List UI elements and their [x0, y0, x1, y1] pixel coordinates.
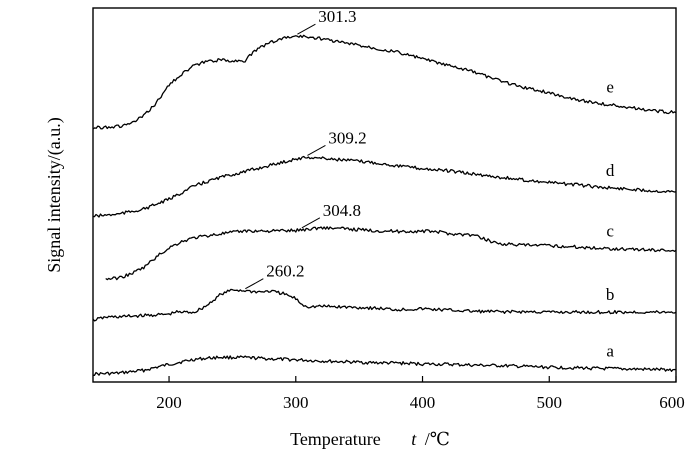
series-label-a: a	[606, 342, 614, 361]
peak-leader-line	[297, 23, 316, 35]
x-tick-label: 400	[410, 393, 436, 412]
x-tick-label: 600	[659, 393, 685, 412]
series-label-e: e	[606, 78, 614, 97]
x-axis-ticks: 200 300 400 500 600	[156, 376, 685, 412]
peak-label: 260.2	[266, 262, 304, 281]
series-line-a	[93, 355, 677, 376]
peak-label: 309.2	[328, 128, 366, 147]
x-axis-unit: /℃	[425, 429, 450, 449]
x-axis-label: Temperature	[290, 429, 381, 449]
series-line-c	[105, 226, 677, 281]
plot-frame	[92, 7, 677, 383]
peak-leader-line	[307, 144, 326, 156]
peak-annotations: 260.2 304.8 309.2 301.3	[245, 7, 367, 290]
x-tick-label: 500	[537, 393, 563, 412]
x-axis-title: Temperature t /℃	[290, 429, 450, 449]
curves-group: a b c d e	[92, 34, 677, 376]
series-line-b	[92, 288, 677, 322]
peak-label: 301.3	[318, 7, 356, 26]
peak-leader-line	[301, 217, 321, 229]
x-tick-label: 300	[283, 393, 309, 412]
peak-leader-line	[245, 278, 264, 290]
series-line-e	[92, 34, 677, 130]
series-label-c: c	[606, 222, 614, 241]
y-axis-title: Signal intensity/(a.u.)	[44, 117, 65, 272]
series-label-d: d	[606, 161, 615, 180]
peak-label: 304.8	[323, 201, 361, 220]
x-tick-label: 200	[156, 393, 182, 412]
series-label-b: b	[606, 285, 615, 304]
series-line-d	[92, 155, 677, 218]
x-axis-symbol: t	[411, 429, 417, 449]
